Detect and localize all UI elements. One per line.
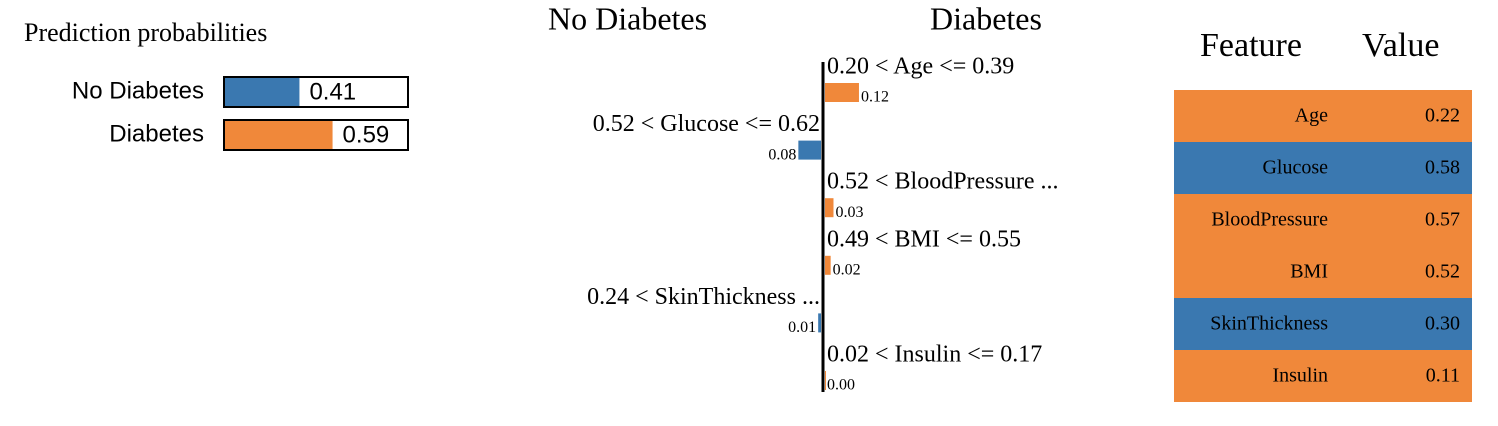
prob-value: 0.41 xyxy=(309,78,356,105)
table-row xyxy=(1174,142,1472,194)
weight-label: 0.12 xyxy=(861,89,889,106)
weight-bar xyxy=(825,255,831,275)
feature-condition: 0.52 < BloodPressure ... xyxy=(827,169,1059,195)
weight-label: 0.00 xyxy=(827,377,855,394)
feature-name: Glucose xyxy=(1262,157,1328,179)
weight-bar xyxy=(825,371,826,390)
weight-label: 0.01 xyxy=(788,319,816,336)
feature-name: Age xyxy=(1295,105,1328,127)
table-header: Feature xyxy=(1200,27,1302,64)
negative-class-label: No Diabetes xyxy=(548,0,707,36)
prob-bar xyxy=(224,77,300,107)
feature-condition: 0.49 < BMI <= 0.55 xyxy=(827,226,1021,252)
feature-name: Insulin xyxy=(1272,365,1328,387)
feature-value: 0.30 xyxy=(1425,313,1460,335)
table-row xyxy=(1174,194,1472,246)
feature-value: 0.58 xyxy=(1425,157,1460,179)
feature-condition: 0.52 < Glucose <= 0.62 xyxy=(593,111,820,137)
table-row xyxy=(1174,246,1472,298)
feature-name: SkinThickness xyxy=(1210,313,1328,335)
feature-condition: 0.02 < Insulin <= 0.17 xyxy=(827,342,1042,368)
positive-class-label: Diabetes xyxy=(930,0,1042,36)
table-row xyxy=(1174,298,1472,350)
class-name: Diabetes xyxy=(109,120,204,147)
prob-box xyxy=(223,76,409,108)
feature-name: BloodPressure xyxy=(1211,209,1328,231)
feature-condition: 0.24 < SkinThickness ... xyxy=(587,284,820,310)
feature-name: BMI xyxy=(1290,261,1328,283)
prob-title: Prediction probabilities xyxy=(24,18,267,47)
weight-label: 0.03 xyxy=(835,204,863,221)
feature-value: 0.57 xyxy=(1425,209,1460,231)
feature-value: 0.52 xyxy=(1425,261,1460,283)
weight-label: 0.08 xyxy=(768,146,796,163)
weight-bar xyxy=(798,140,821,160)
prob-value: 0.59 xyxy=(343,121,390,148)
weight-bar xyxy=(818,313,821,333)
prob-bar xyxy=(224,120,333,150)
feature-value: 0.11 xyxy=(1426,365,1460,387)
table-header: Value xyxy=(1362,27,1439,64)
weight-label: 0.02 xyxy=(833,261,861,278)
weight-bar xyxy=(825,198,834,218)
table-row xyxy=(1174,350,1472,402)
feature-condition: 0.20 < Age <= 0.39 xyxy=(827,54,1014,80)
table-row xyxy=(1174,90,1472,142)
feature-value: 0.22 xyxy=(1425,105,1460,127)
weight-bar xyxy=(825,83,859,102)
class-name: No Diabetes xyxy=(72,77,204,104)
prob-box xyxy=(223,119,409,151)
